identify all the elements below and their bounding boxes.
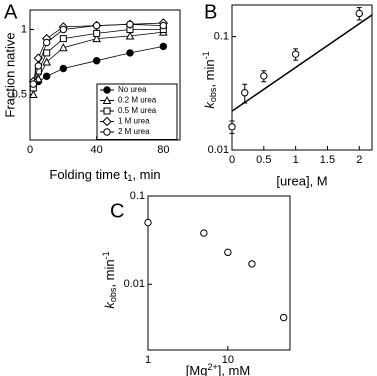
marker xyxy=(59,64,68,73)
y-axis-label: Fraction native xyxy=(2,32,17,117)
x-axis-label: Folding time t1, min xyxy=(49,167,160,183)
y-tick-label: 0.5 xyxy=(12,88,27,100)
legend-label: 2 M urea xyxy=(118,127,150,136)
marker xyxy=(291,50,300,58)
marker xyxy=(59,25,68,34)
fit-line xyxy=(231,14,373,112)
y-tick-label: 1 xyxy=(21,23,27,35)
marker xyxy=(29,80,38,88)
marker xyxy=(42,38,51,47)
marker xyxy=(355,9,363,18)
marker xyxy=(248,260,256,268)
marker xyxy=(159,42,168,51)
marker xyxy=(200,229,208,237)
marker xyxy=(42,72,51,81)
legend-label: 0.5 M urea xyxy=(118,106,157,115)
x-tick-label: 1.5 xyxy=(320,154,335,166)
panel-letter: C xyxy=(110,200,124,222)
x-tick-label: 40 xyxy=(91,144,103,156)
x-axis-label: [urea], M xyxy=(276,173,327,188)
y-tick-label: 0.1 xyxy=(214,31,229,43)
legend-marker xyxy=(103,86,111,94)
marker xyxy=(126,49,134,57)
legend-label: 0.2 M urea xyxy=(118,96,157,105)
x-tick-label: 10 xyxy=(222,354,234,366)
x-tick-label: 0 xyxy=(229,154,235,166)
plot-frame xyxy=(231,4,373,151)
plot-frame xyxy=(147,195,291,351)
x-tick-label: 0.5 xyxy=(256,154,271,166)
y-tick-label: 0.01 xyxy=(124,278,145,290)
marker xyxy=(92,34,102,43)
x-axis-label: [Mg2+], mM xyxy=(186,362,250,376)
marker xyxy=(34,62,43,70)
legend-label: No urea xyxy=(118,85,147,94)
marker xyxy=(58,43,68,52)
x-tick-label: 80 xyxy=(157,144,169,156)
y-axis-label: kobs, min-1 xyxy=(101,251,118,308)
marker xyxy=(126,20,134,28)
legend-label: 1 M urea xyxy=(118,117,150,126)
x-tick-label: 1 xyxy=(145,354,151,366)
legend-marker xyxy=(102,116,112,127)
panel-letter: A xyxy=(4,1,18,23)
marker xyxy=(92,21,101,30)
marker xyxy=(42,57,52,66)
y-tick-label: 0.01 xyxy=(208,144,229,156)
marker xyxy=(144,218,152,227)
y-tick-label: 0.1 xyxy=(130,190,145,202)
legend-marker xyxy=(103,107,111,115)
legend-marker xyxy=(103,128,111,136)
marker xyxy=(93,29,101,37)
y-axis-label: kobs, min-1 xyxy=(201,51,218,108)
marker xyxy=(28,89,38,98)
x-tick-label: 0 xyxy=(27,144,33,156)
panel-letter: B xyxy=(204,1,217,23)
marker xyxy=(279,313,288,322)
x-tick-label: 2 xyxy=(356,154,362,166)
marker xyxy=(59,35,67,43)
legend-marker xyxy=(102,95,112,104)
marker xyxy=(224,248,232,257)
marker xyxy=(260,72,268,80)
series-line xyxy=(33,46,164,86)
marker xyxy=(43,49,51,57)
marker xyxy=(92,57,101,65)
x-tick-label: 1 xyxy=(293,154,299,166)
marker xyxy=(159,21,168,30)
marker xyxy=(228,123,236,131)
marker xyxy=(241,89,249,97)
marker xyxy=(125,31,135,40)
